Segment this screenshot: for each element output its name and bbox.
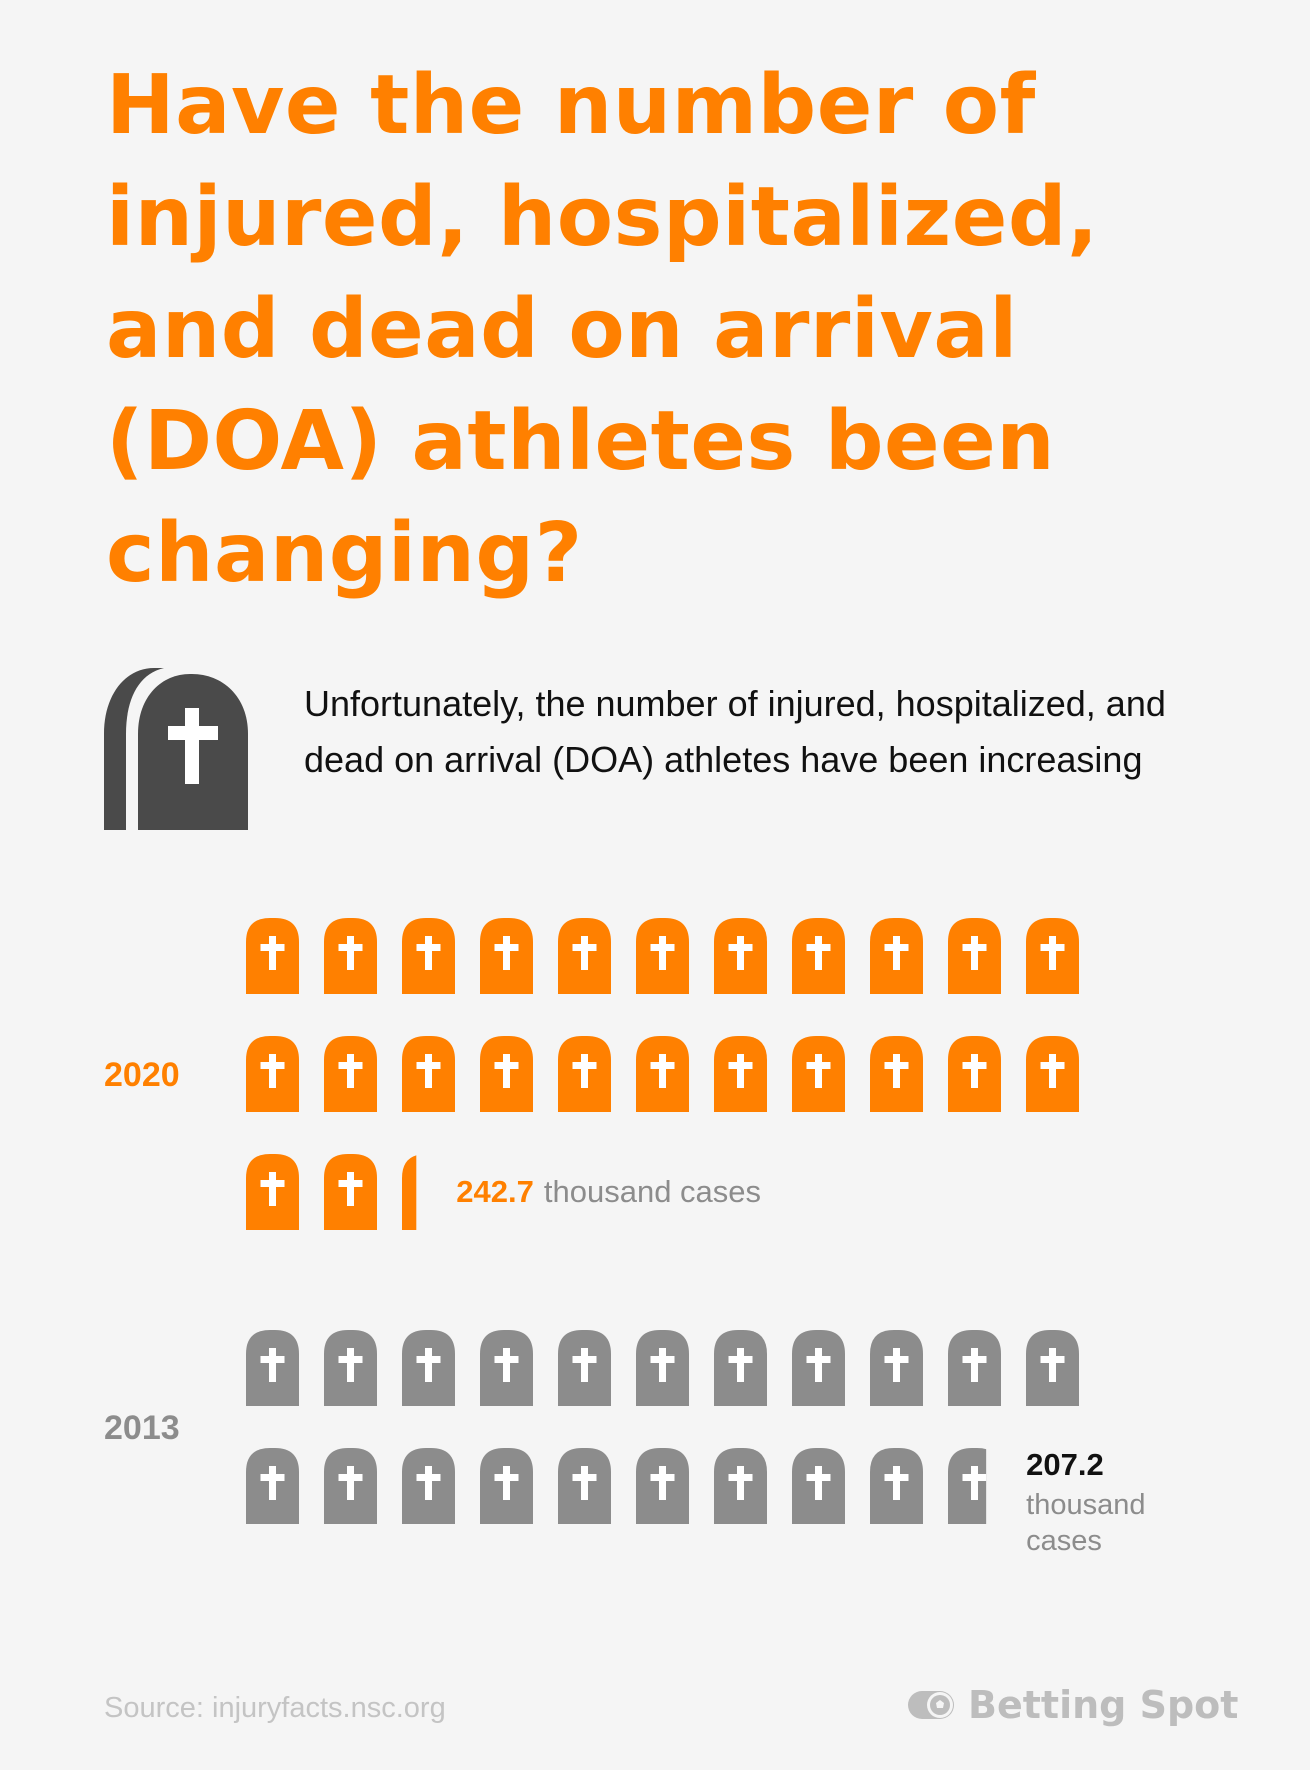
- tombstone-icon: [246, 1154, 299, 1230]
- tombstone-icon: [714, 1448, 767, 1524]
- tombstone-icon: [714, 1036, 767, 1112]
- tombstone-icon: [324, 918, 377, 994]
- tombstone-icon: [1026, 1036, 1079, 1112]
- year-label: 2013: [104, 1409, 180, 1447]
- tombstone-icon: [324, 1154, 377, 1230]
- page-title: Have the number of injured, hospitalized…: [106, 58, 1099, 601]
- tombstone-icon: [246, 918, 299, 994]
- pictograph-chart: 2020 242.7 thousand cases 2013 207.2 thousand…: [104, 918, 1145, 1557]
- tombstone-icon: [324, 1448, 377, 1524]
- value-unit-line: cases: [1026, 1525, 1102, 1557]
- value-unit: thousand cases: [544, 1174, 761, 1209]
- tombstone-icon: [636, 1448, 689, 1524]
- source-note: Source: injuryfacts.nsc.org: [104, 1692, 446, 1724]
- tombstone-icon: [402, 1036, 455, 1112]
- tombstone-icon: [1026, 918, 1079, 994]
- tombstone-icon: [714, 1330, 767, 1406]
- tombstone-icon: [714, 918, 767, 994]
- subtitle: Unfortunately, the number of injured, ho…: [304, 683, 1166, 780]
- tombstone-icon: [870, 1330, 923, 1406]
- tombstone-icon: [324, 1036, 377, 1112]
- tombstone-icon: [792, 1448, 845, 1524]
- tombstone-icon: [636, 918, 689, 994]
- tombstone-icon: [104, 668, 248, 830]
- tombstone-icon: [402, 918, 455, 994]
- partial-tombstone-icon: [402, 1155, 417, 1230]
- tombstone-icon: [246, 1036, 299, 1112]
- tombstone-icon: [480, 1448, 533, 1524]
- tombstone-icon: [636, 1036, 689, 1112]
- tombstone-icon: [792, 918, 845, 994]
- tombstone-icon: [246, 1330, 299, 1406]
- tombstone-icon: [402, 1330, 455, 1406]
- tombstone-icon: [480, 1036, 533, 1112]
- value-unit-line: thousand: [1026, 1489, 1145, 1521]
- year-label: 2020: [104, 1056, 180, 1094]
- value-number: 242.7: [456, 1174, 534, 1209]
- tombstone-icon: [480, 1330, 533, 1406]
- tombstone-icon: [870, 918, 923, 994]
- tombstone-icon: [480, 918, 533, 994]
- tombstone-icon: [558, 1448, 611, 1524]
- tombstone-icon: [558, 1036, 611, 1112]
- soccer-ball-icon: [908, 1691, 954, 1719]
- tombstone-icon: [636, 1330, 689, 1406]
- brand-name: Betting Spot: [968, 1683, 1239, 1727]
- brand-logo: Betting Spot: [908, 1680, 1238, 1730]
- partial-tombstone-icon: [948, 1448, 987, 1524]
- tombstone-icon: [792, 1036, 845, 1112]
- tombstone-icon: [558, 1330, 611, 1406]
- value-label: 242.7 thousand cases: [456, 1174, 761, 1209]
- tombstone-icon: [948, 1036, 1001, 1112]
- value-number: 207.2: [1026, 1447, 1104, 1482]
- tombstone-icon: [948, 1330, 1001, 1406]
- tombstone-icon: [792, 1330, 845, 1406]
- tombstone-icon: [324, 1330, 377, 1406]
- tombstone-icon: [246, 1448, 299, 1524]
- tombstone-icon: [1026, 1330, 1079, 1406]
- tombstone-icon: [558, 918, 611, 994]
- tombstone-icon: [870, 1448, 923, 1524]
- tombstone-icon: [402, 1448, 455, 1524]
- tombstone-icon: [948, 918, 1001, 994]
- tombstone-icon: [870, 1036, 923, 1112]
